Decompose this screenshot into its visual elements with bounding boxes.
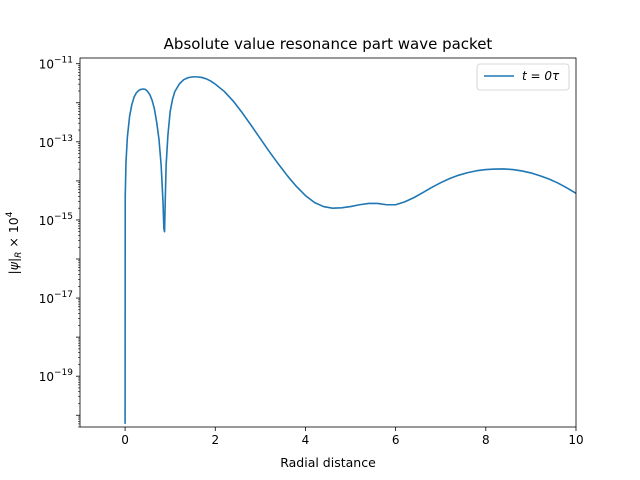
legend-label: t = 0τ [522, 69, 560, 83]
x-axis-ticks: 0 2 4 6 8 10 [121, 427, 584, 447]
y-tick-label: 10−19 [39, 368, 74, 384]
x-tick-label: 0 [121, 433, 129, 447]
x-tick-label: 4 [302, 433, 310, 447]
x-tick-label: 10 [568, 433, 583, 447]
y-tick-label: 10−11 [39, 56, 73, 72]
plot-area [79, 57, 577, 428]
plot-frame [79, 57, 577, 428]
legend-box [476, 63, 570, 91]
x-tick-label: 8 [482, 433, 490, 447]
svg-text:|ψ|R × 104: |ψ|R × 104 [5, 211, 24, 274]
legend-label-text: t = 0 [522, 69, 552, 83]
x-axis-label: Radial distance [280, 455, 376, 470]
legend-label-tau: τ [552, 69, 560, 83]
y-tick-label: 10−15 [39, 212, 73, 228]
y-tick-label: 10−13 [39, 134, 73, 150]
series-layer [124, 76, 576, 424]
legend: t = 0τ [476, 63, 570, 91]
x-tick-label: 2 [211, 433, 219, 447]
y-axis-label: |ψ|R × 104 [5, 211, 24, 274]
y-axis-ticks: 10−11 10−13 10−15 10−17 10−19 [39, 56, 80, 428]
y-tick-label: 10−17 [39, 290, 73, 306]
chart-title: Absolute value resonance part wave packe… [164, 35, 493, 53]
series-line-0 [124, 76, 576, 424]
x-tick-label: 6 [392, 433, 400, 447]
